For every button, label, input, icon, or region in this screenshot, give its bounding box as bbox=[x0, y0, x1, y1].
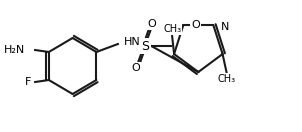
Text: O: O bbox=[191, 20, 200, 30]
Text: O: O bbox=[147, 19, 156, 29]
Text: F: F bbox=[25, 77, 31, 87]
Text: HN: HN bbox=[124, 37, 140, 47]
Text: O: O bbox=[131, 63, 140, 73]
Text: S: S bbox=[141, 39, 149, 53]
Text: N: N bbox=[221, 22, 230, 32]
Text: CH₃: CH₃ bbox=[163, 24, 181, 34]
Text: CH₃: CH₃ bbox=[217, 74, 236, 84]
Text: H₂N: H₂N bbox=[4, 45, 25, 55]
